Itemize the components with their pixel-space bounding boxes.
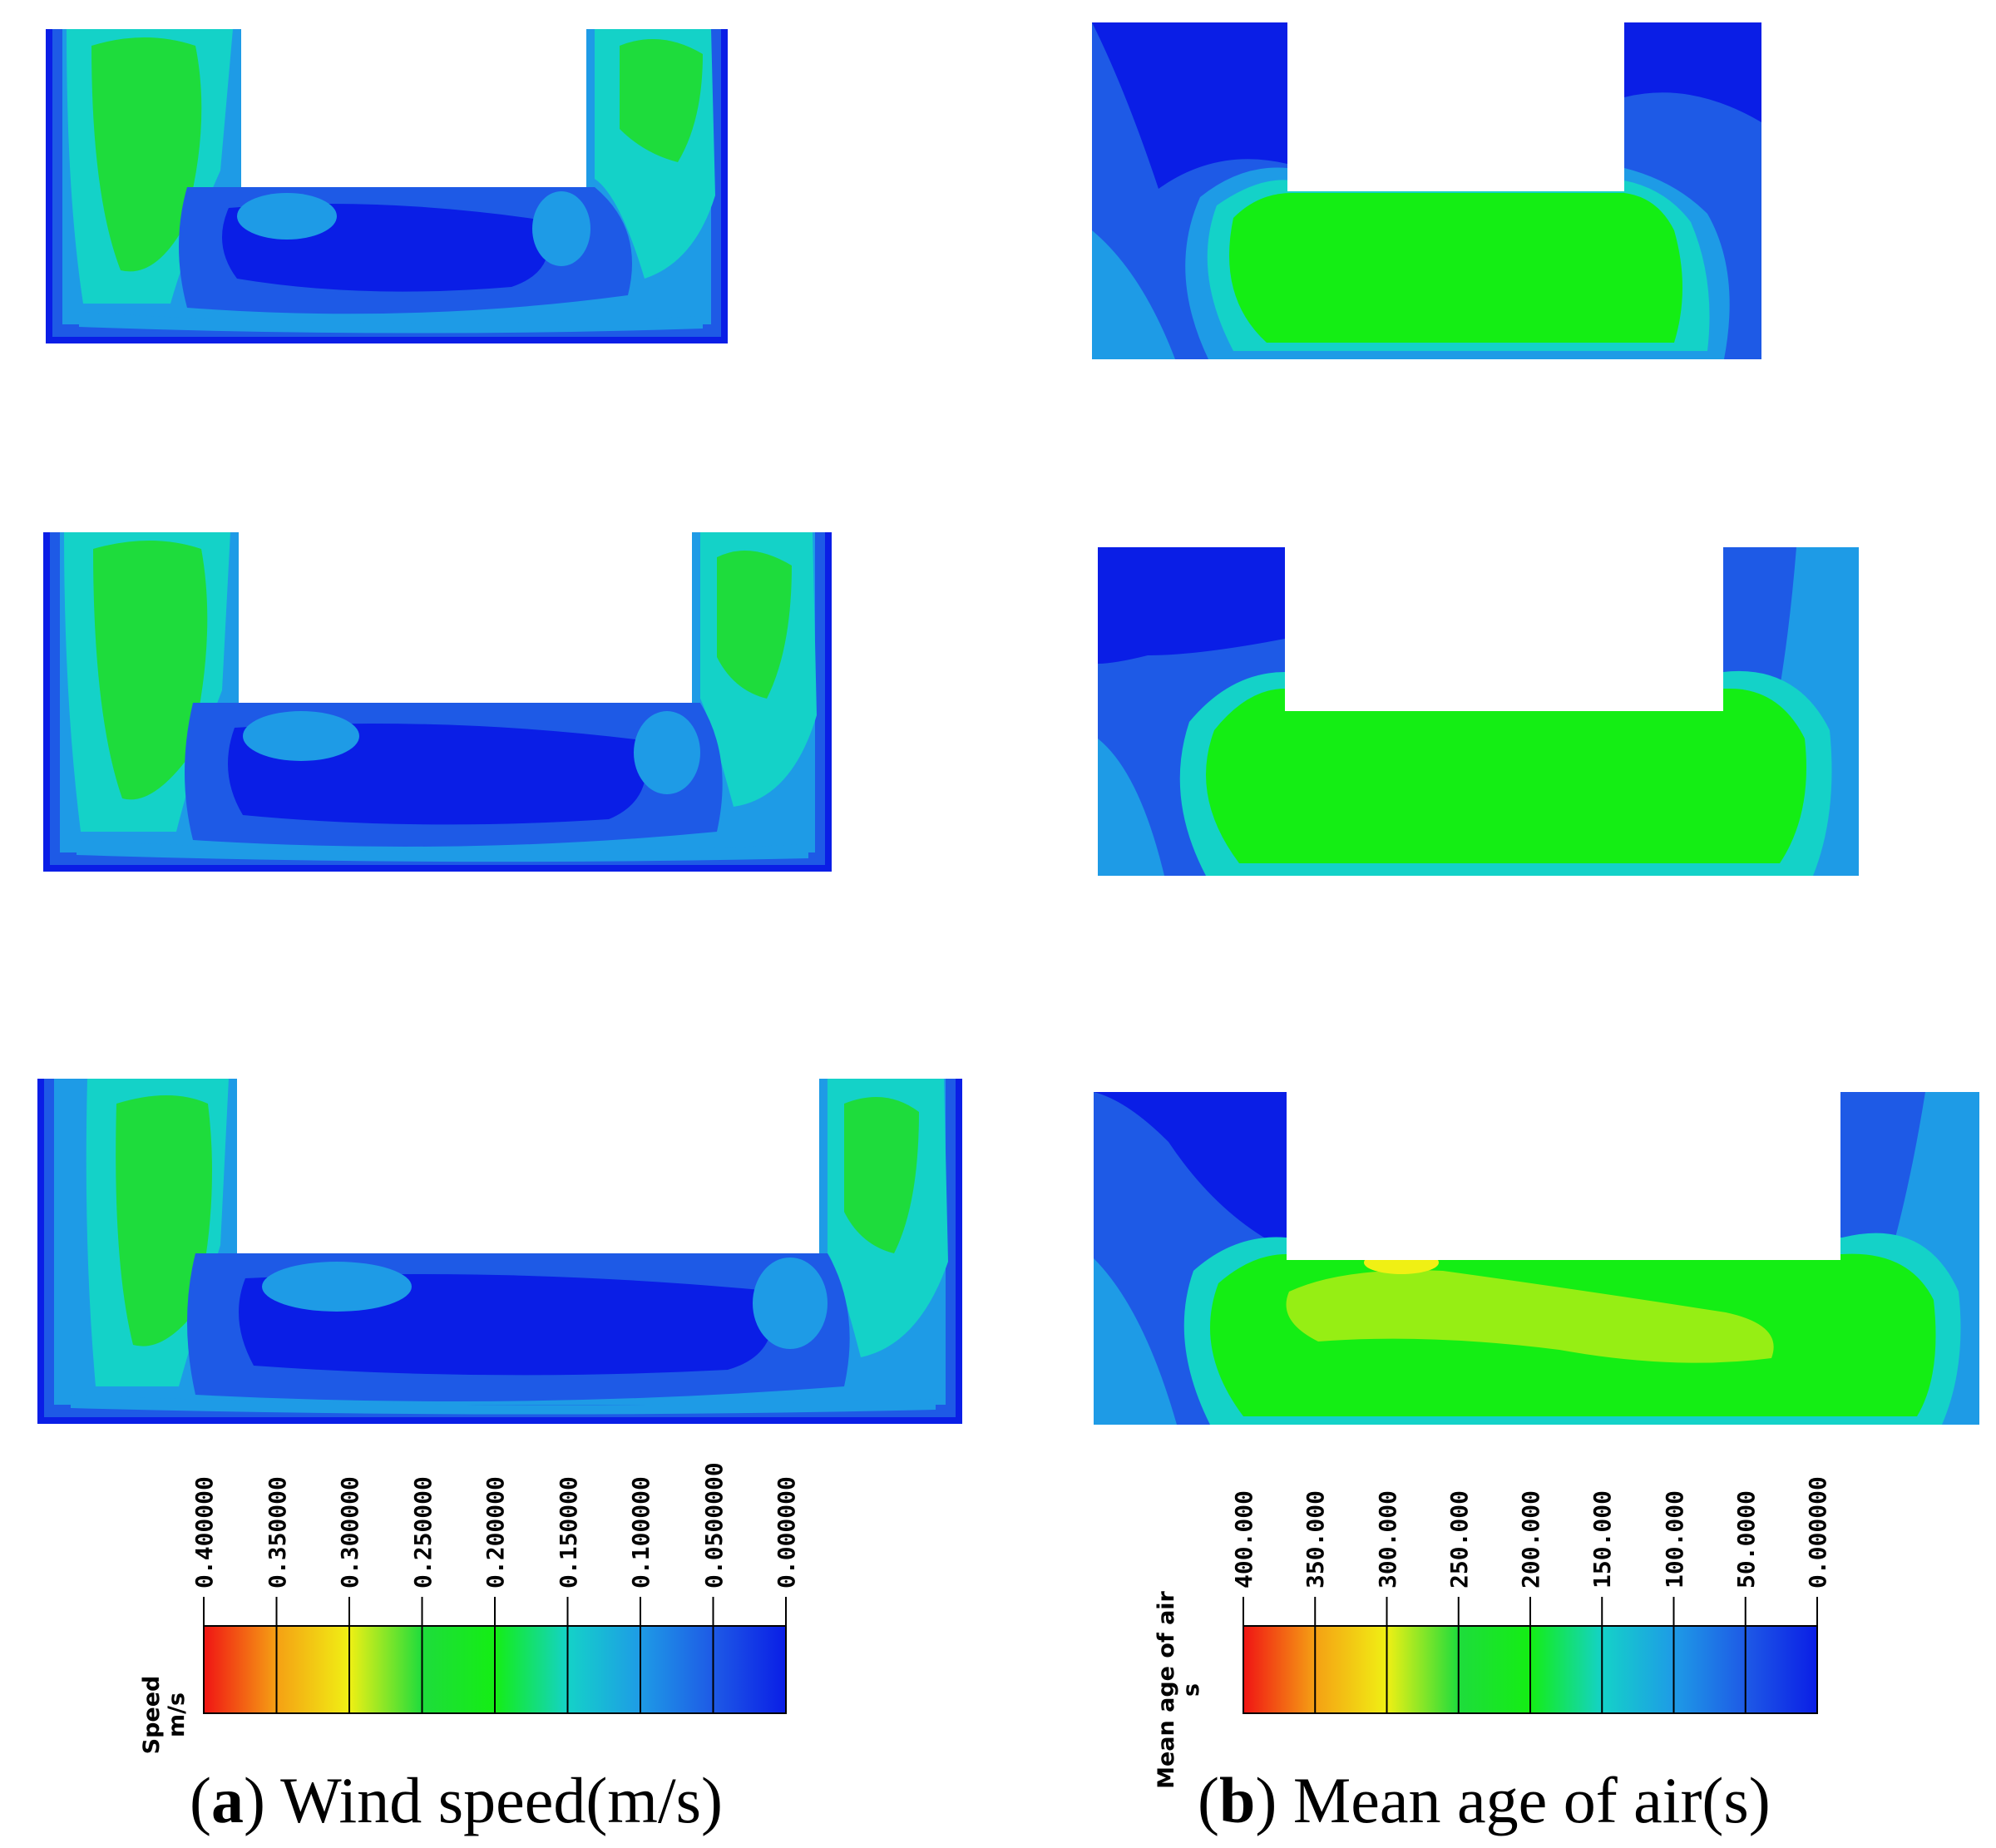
speed-contour-plot-2 [43, 532, 832, 872]
speed-legend: Speed m/s 0.400000 0.350000 0.300000 0.2500… [125, 1447, 800, 1754]
age-legend-tick-label: 350.000 [1302, 1490, 1330, 1589]
speed-legend-tick-label: 0.400000 [190, 1476, 218, 1589]
age-legend-tick-label: 0.000000 [1804, 1476, 1831, 1589]
age-legend-tick-label: 250.000 [1445, 1490, 1473, 1589]
age-legend-tick-label: 400.000 [1230, 1490, 1257, 1589]
age-contour-plot-3 [1094, 1092, 1979, 1425]
speed-legend-tick-label: 0.250000 [408, 1476, 437, 1589]
age-legend: Mean age of air s 400.000 350.000 300.000 2… [1154, 1447, 1846, 1789]
age-legend-tick-label: 50.0000 [1732, 1490, 1760, 1589]
caption-b-letter: b [1218, 1764, 1256, 1836]
caption-b: (b) Mean age of air(s) [1198, 1764, 1771, 1836]
caption-a: (a) Wind speed(m/s) [190, 1764, 723, 1836]
speed-legend-tick-label: 0.300000 [336, 1476, 363, 1589]
caption-a-letter: a [210, 1764, 244, 1836]
age-legend-tick-label: 100.000 [1660, 1490, 1688, 1589]
age-contour-plot-1 [1092, 22, 1761, 359]
caption-b-text: Mean age of air(s) [1292, 1764, 1771, 1836]
speed-legend-tick-label: 0.350000 [263, 1476, 291, 1589]
caption-a-text: Wind speed(m/s) [280, 1764, 723, 1836]
speed-legend-tick-label: 0.200000 [482, 1476, 509, 1589]
age-legend-tick-label: 300.000 [1373, 1490, 1401, 1589]
age-contour-plot-2 [1098, 547, 1859, 876]
speed-contour-plot-1 [46, 29, 728, 343]
age-legend-tick-label: 200.000 [1517, 1490, 1544, 1589]
speed-contour-plot-3 [37, 1079, 962, 1424]
speed-legend-tick-label: 0.0500000 [699, 1462, 728, 1589]
speed-legend-tick-label: 0.150000 [554, 1476, 582, 1589]
speed-legend-tick-label: 0.000000 [773, 1476, 800, 1589]
age-legend-tick-label: 150.000 [1588, 1490, 1617, 1589]
speed-legend-tick-label: 0.100000 [627, 1476, 655, 1589]
